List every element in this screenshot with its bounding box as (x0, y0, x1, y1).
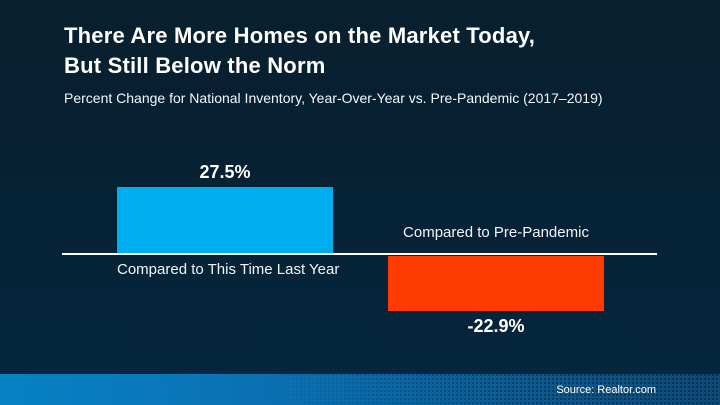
title-line-2: But Still Below the Norm (64, 53, 326, 78)
category-label-pre-pandemic: Compared to Pre-Pandemic (403, 224, 589, 241)
footer-bar: Source: Realtor.com (0, 374, 720, 405)
page-title: There Are More Homes on the Market Today… (64, 21, 535, 81)
value-label-year-over-year: 27.5% (199, 162, 251, 182)
source-attribution: Source: Realtor.com (556, 383, 656, 396)
bar-year-over-year (117, 187, 333, 253)
bar-pre-pandemic (388, 256, 604, 311)
value-label-pre-pandemic: -22.9% (467, 316, 525, 336)
chart-subtitle: Percent Change for National Inventory, Y… (64, 90, 603, 106)
category-label-year-over-year: Compared to This Time Last Year (117, 261, 340, 278)
bar-group-year-over-year: 27.5% (117, 162, 333, 253)
title-line-1: There Are More Homes on the Market Today… (64, 23, 536, 48)
bar-group-pre-pandemic: -22.9% (388, 256, 604, 337)
axis-baseline (62, 253, 657, 255)
